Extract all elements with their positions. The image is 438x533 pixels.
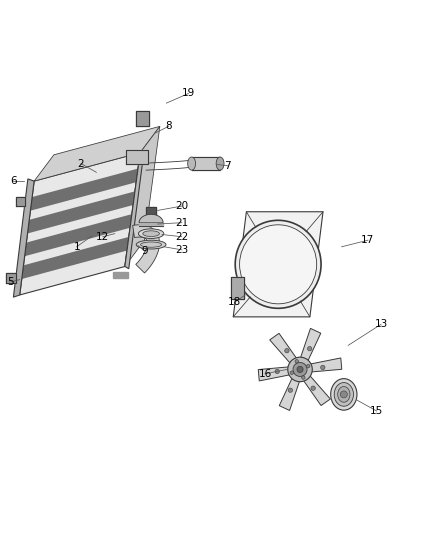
Circle shape xyxy=(297,366,303,373)
Text: 21: 21 xyxy=(175,217,188,228)
Text: 2: 2 xyxy=(78,159,85,168)
Polygon shape xyxy=(6,273,16,282)
Polygon shape xyxy=(258,367,291,381)
Text: 5: 5 xyxy=(7,277,14,287)
Polygon shape xyxy=(192,157,220,170)
Text: 12: 12 xyxy=(96,232,110,242)
Ellipse shape xyxy=(240,225,317,304)
Polygon shape xyxy=(279,377,300,410)
Circle shape xyxy=(275,369,279,374)
Circle shape xyxy=(288,357,312,382)
Text: 16: 16 xyxy=(258,369,272,379)
Polygon shape xyxy=(14,179,34,297)
Text: 15: 15 xyxy=(370,406,383,416)
Text: 8: 8 xyxy=(165,122,172,131)
Polygon shape xyxy=(28,191,135,233)
Text: 6: 6 xyxy=(10,176,17,186)
Circle shape xyxy=(288,388,293,392)
Polygon shape xyxy=(139,214,163,223)
Circle shape xyxy=(293,362,307,376)
Polygon shape xyxy=(126,150,148,164)
Text: 22: 22 xyxy=(175,232,188,242)
Polygon shape xyxy=(16,197,25,206)
Ellipse shape xyxy=(141,242,162,247)
Text: 18: 18 xyxy=(228,297,241,308)
Text: 20: 20 xyxy=(175,201,188,211)
Circle shape xyxy=(307,346,312,351)
Polygon shape xyxy=(136,111,149,126)
Text: 1: 1 xyxy=(73,242,80,252)
Circle shape xyxy=(290,371,293,375)
Polygon shape xyxy=(146,207,156,221)
Ellipse shape xyxy=(334,383,353,406)
Polygon shape xyxy=(113,272,128,278)
Circle shape xyxy=(321,365,325,369)
Text: 23: 23 xyxy=(175,245,188,255)
Circle shape xyxy=(301,376,305,379)
Polygon shape xyxy=(125,126,160,266)
Circle shape xyxy=(307,365,310,368)
Ellipse shape xyxy=(331,378,357,410)
Ellipse shape xyxy=(136,240,166,249)
Polygon shape xyxy=(309,358,342,372)
Polygon shape xyxy=(34,126,160,181)
Text: 17: 17 xyxy=(361,235,374,245)
Polygon shape xyxy=(270,333,297,364)
Polygon shape xyxy=(231,278,244,300)
Polygon shape xyxy=(300,328,321,362)
Circle shape xyxy=(311,386,315,390)
Circle shape xyxy=(285,349,289,353)
Polygon shape xyxy=(233,212,323,317)
Polygon shape xyxy=(20,152,140,295)
Polygon shape xyxy=(22,237,129,279)
Polygon shape xyxy=(139,223,163,226)
Polygon shape xyxy=(133,225,159,273)
Ellipse shape xyxy=(138,229,164,238)
Ellipse shape xyxy=(187,157,195,170)
Text: 7: 7 xyxy=(224,161,231,171)
Polygon shape xyxy=(125,150,144,269)
Text: 9: 9 xyxy=(141,246,148,256)
Ellipse shape xyxy=(338,386,350,402)
Text: 13: 13 xyxy=(374,319,388,329)
Ellipse shape xyxy=(235,220,321,308)
Text: 19: 19 xyxy=(182,88,195,99)
Ellipse shape xyxy=(216,157,224,170)
Polygon shape xyxy=(25,214,132,256)
Ellipse shape xyxy=(143,231,159,237)
Circle shape xyxy=(295,360,299,363)
Circle shape xyxy=(340,391,347,398)
Polygon shape xyxy=(303,375,330,406)
Polygon shape xyxy=(30,168,138,211)
